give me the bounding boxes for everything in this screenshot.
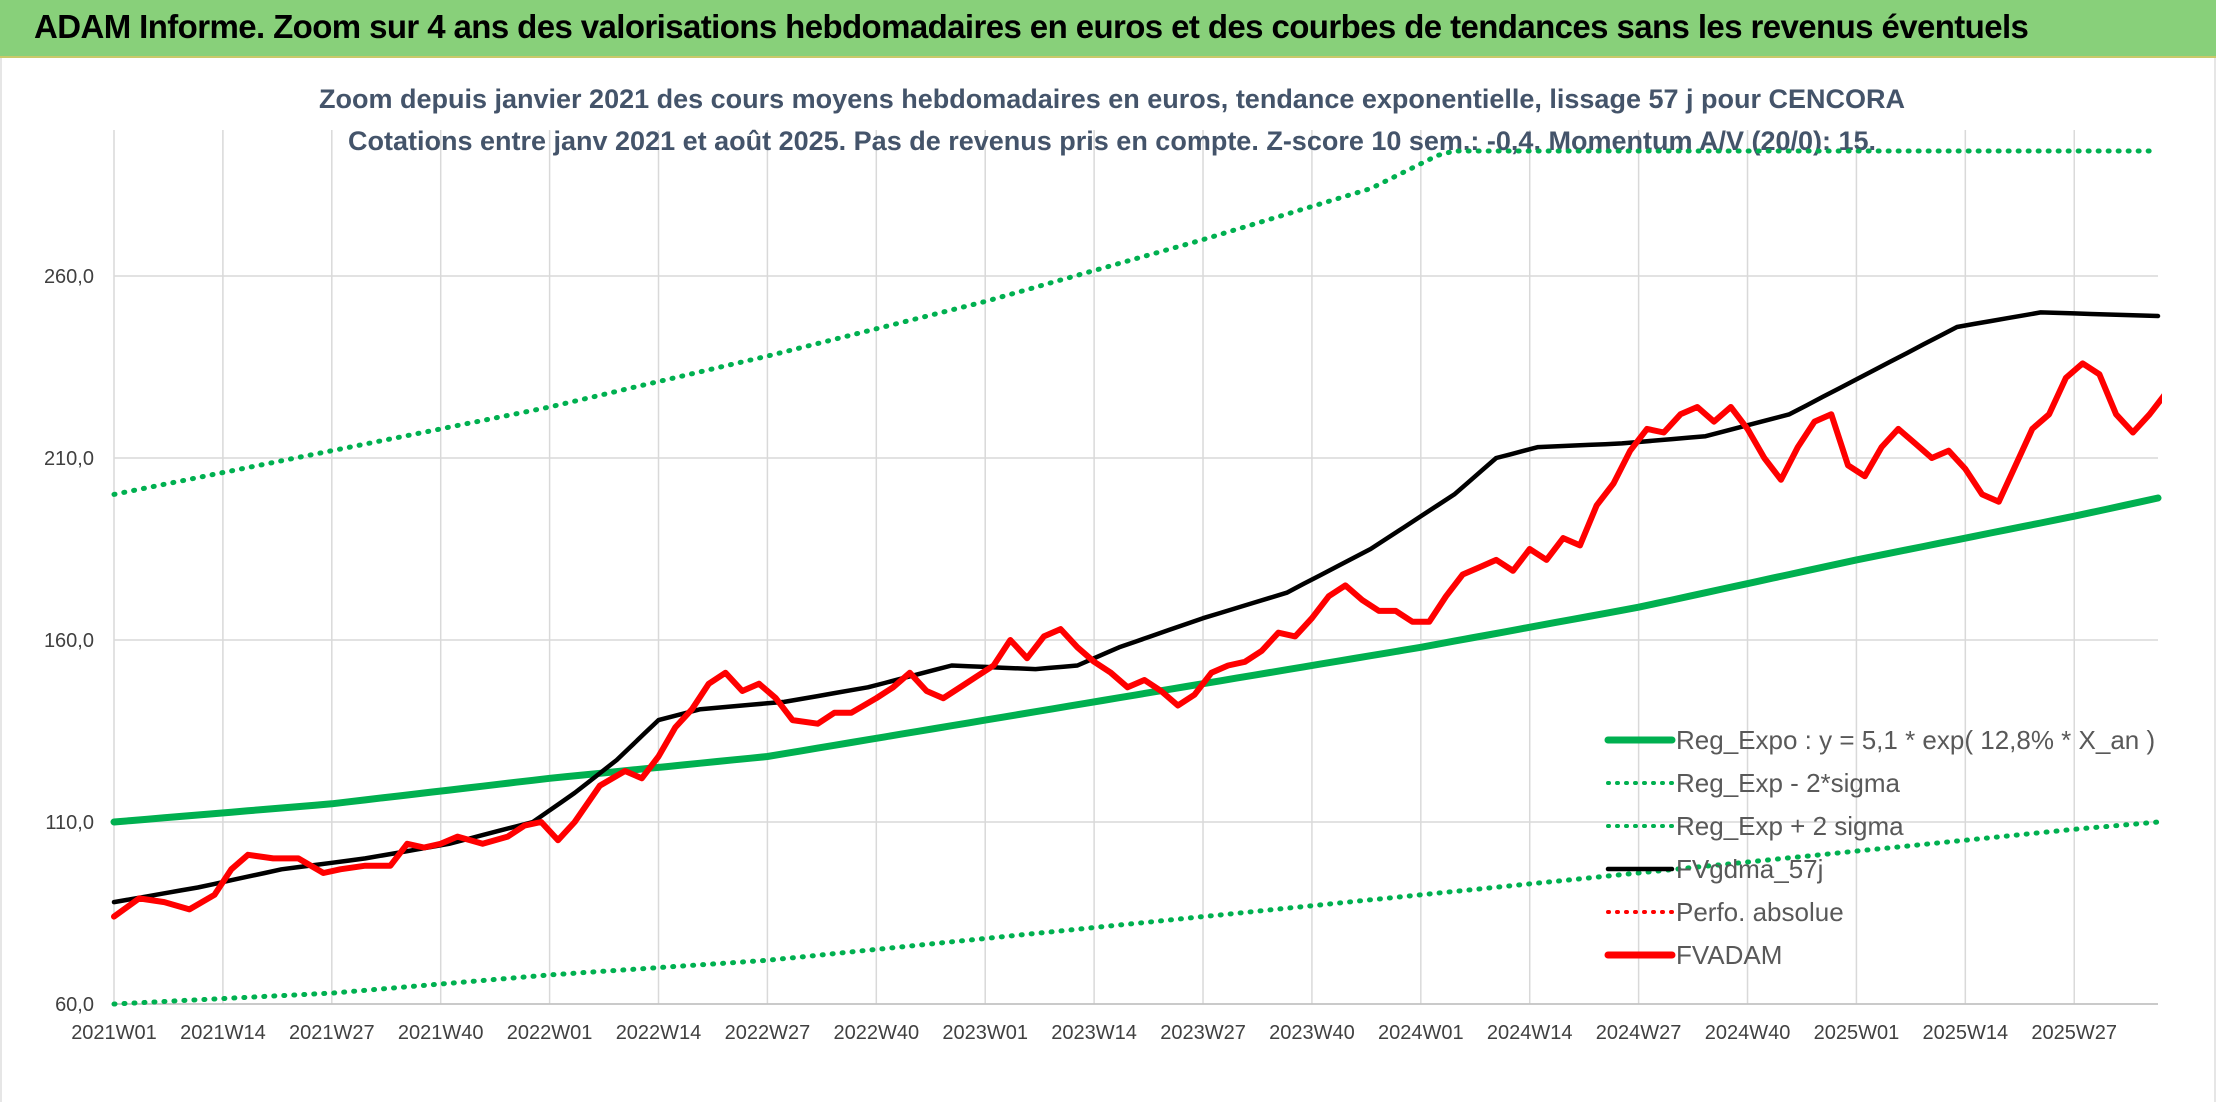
x-tick-label: 2022W40 bbox=[833, 1022, 919, 1044]
legend-item: FVADAM bbox=[1604, 940, 1782, 970]
x-tick-label: 2023W14 bbox=[1051, 1022, 1137, 1044]
line-chart: Zoom depuis janvier 2021 des cours moyen… bbox=[44, 84, 2162, 1044]
legend-item: Perfo. absolue bbox=[1606, 897, 1844, 927]
series-reg-exp-plus-2sigma bbox=[111, 148, 2161, 497]
legend-label: Perfo. absolue bbox=[1676, 897, 1844, 927]
legend-label: Reg_Exp - 2*sigma bbox=[1676, 768, 1901, 798]
y-tick-label: 210,0 bbox=[44, 448, 94, 470]
axis-labels: 60,0 110,0 160,0 210,0 260,0 2021W01 2021W14 20… bbox=[44, 266, 2117, 1044]
legend-item: Reg_Exp - 2*sigma bbox=[1606, 768, 1901, 798]
x-tick-label: 2022W14 bbox=[616, 1022, 702, 1044]
x-tick-label: 2021W01 bbox=[71, 1022, 157, 1044]
gridlines bbox=[113, 130, 2158, 1005]
x-tick-label: 2023W40 bbox=[1269, 1022, 1355, 1044]
x-tick-label: 2023W27 bbox=[1160, 1022, 1246, 1044]
x-tick-label: 2025W27 bbox=[2031, 1022, 2117, 1044]
x-tick-label: 2024W40 bbox=[1705, 1022, 1791, 1044]
chart-frame: Zoom depuis janvier 2021 des cours moyen… bbox=[0, 58, 2216, 1102]
x-tick-label: 2024W01 bbox=[1378, 1022, 1464, 1044]
y-tick-label: 260,0 bbox=[44, 266, 94, 288]
x-tick-label: 2025W14 bbox=[1923, 1022, 2009, 1044]
legend-label: Reg_Expo : y = 5,1 * exp( 12,8% * X_an ) bbox=[1676, 725, 2155, 755]
legend-item: Reg_Expo : y = 5,1 * exp( 12,8% * X_an ) bbox=[1604, 725, 2155, 755]
y-tick-label: 160,0 bbox=[44, 630, 94, 652]
legend-item: FVgdma_57j bbox=[1605, 854, 1823, 884]
x-tick-label: 2025W01 bbox=[1814, 1022, 1900, 1044]
x-tick-label: 2021W14 bbox=[180, 1022, 266, 1044]
chart-title: Zoom depuis janvier 2021 des cours moyen… bbox=[319, 84, 1905, 114]
x-tick-label: 2023W01 bbox=[942, 1022, 1028, 1044]
legend: Reg_Expo : y = 5,1 * exp( 12,8% * X_an )… bbox=[1604, 725, 2155, 970]
legend-label: Reg_Exp + 2 sigma bbox=[1676, 811, 1904, 841]
legend-label: FVADAM bbox=[1676, 940, 1782, 970]
x-tick-label: 2021W40 bbox=[398, 1022, 484, 1044]
series-reg-exp-minus-2sigma bbox=[111, 819, 2161, 1007]
x-tick-label: 2022W27 bbox=[725, 1022, 811, 1044]
series-fvadam bbox=[111, 360, 2162, 920]
series-layer bbox=[110, 148, 2162, 1007]
legend-label: FVgdma_57j bbox=[1676, 854, 1823, 884]
x-tick-label: 2021W27 bbox=[289, 1022, 375, 1044]
x-tick-label: 2024W27 bbox=[1596, 1022, 1682, 1044]
x-tick-label: 2022W01 bbox=[507, 1022, 593, 1044]
report-title: ADAM Informe. Zoom sur 4 ans des valoris… bbox=[34, 8, 2029, 45]
y-tick-label: 110,0 bbox=[45, 812, 94, 834]
series-reg-expo bbox=[110, 494, 2162, 826]
y-tick-label: 60,0 bbox=[55, 994, 94, 1016]
report-banner: ADAM Informe. Zoom sur 4 ans des valoris… bbox=[0, 0, 2216, 58]
x-tick-label: 2024W14 bbox=[1487, 1022, 1573, 1044]
legend-item: Reg_Exp + 2 sigma bbox=[1606, 811, 1904, 841]
